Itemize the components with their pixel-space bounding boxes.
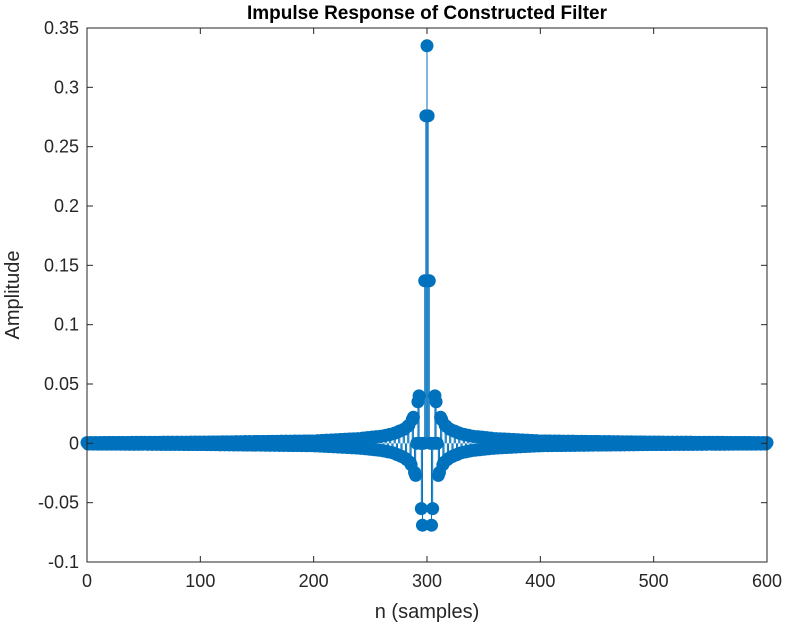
stem-marker [409, 468, 423, 482]
stem-marker [426, 502, 440, 516]
y-tick-label: 0.1 [54, 315, 79, 335]
x-tick-label: 200 [299, 571, 329, 591]
x-axis: 0 100 200 300 400 500 600 [82, 28, 782, 591]
stem-marker [412, 389, 426, 403]
stem-marker [420, 39, 434, 53]
x-tick-label: 100 [185, 571, 215, 591]
x-tick-label: 500 [639, 571, 669, 591]
stem-marker [429, 395, 443, 409]
y-tick-label: 0.15 [44, 255, 79, 275]
stem-marker [422, 274, 436, 288]
chart-title: Impulse Response of Constructed Filter [247, 3, 608, 24]
x-tick-label: 300 [412, 571, 442, 591]
x-tick-label: 600 [752, 571, 782, 591]
y-tick-label: 0.2 [54, 196, 79, 216]
stem-marker [414, 502, 428, 516]
y-axis-label: Amplitude [2, 251, 24, 340]
y-tick-label: 0.25 [44, 137, 79, 157]
x-tick-label: 0 [82, 571, 92, 591]
y-axis: -0.1 -0.05 0 0.05 0.1 0.15 0.2 0.25 0.3 0.35 [38, 18, 767, 572]
stem-marker [421, 109, 435, 123]
y-tick-label: 0.35 [44, 18, 79, 38]
y-tick-label: 0.3 [54, 77, 79, 97]
y-tick-label: 0 [69, 433, 79, 453]
stem-marker [425, 518, 439, 532]
y-tick-label: -0.05 [38, 493, 79, 513]
stem-series [80, 39, 774, 532]
x-axis-label: n (samples) [375, 601, 479, 623]
y-tick-label: 0.05 [44, 374, 79, 394]
x-tick-label: 400 [525, 571, 555, 591]
y-tick-label: -0.1 [48, 552, 79, 572]
